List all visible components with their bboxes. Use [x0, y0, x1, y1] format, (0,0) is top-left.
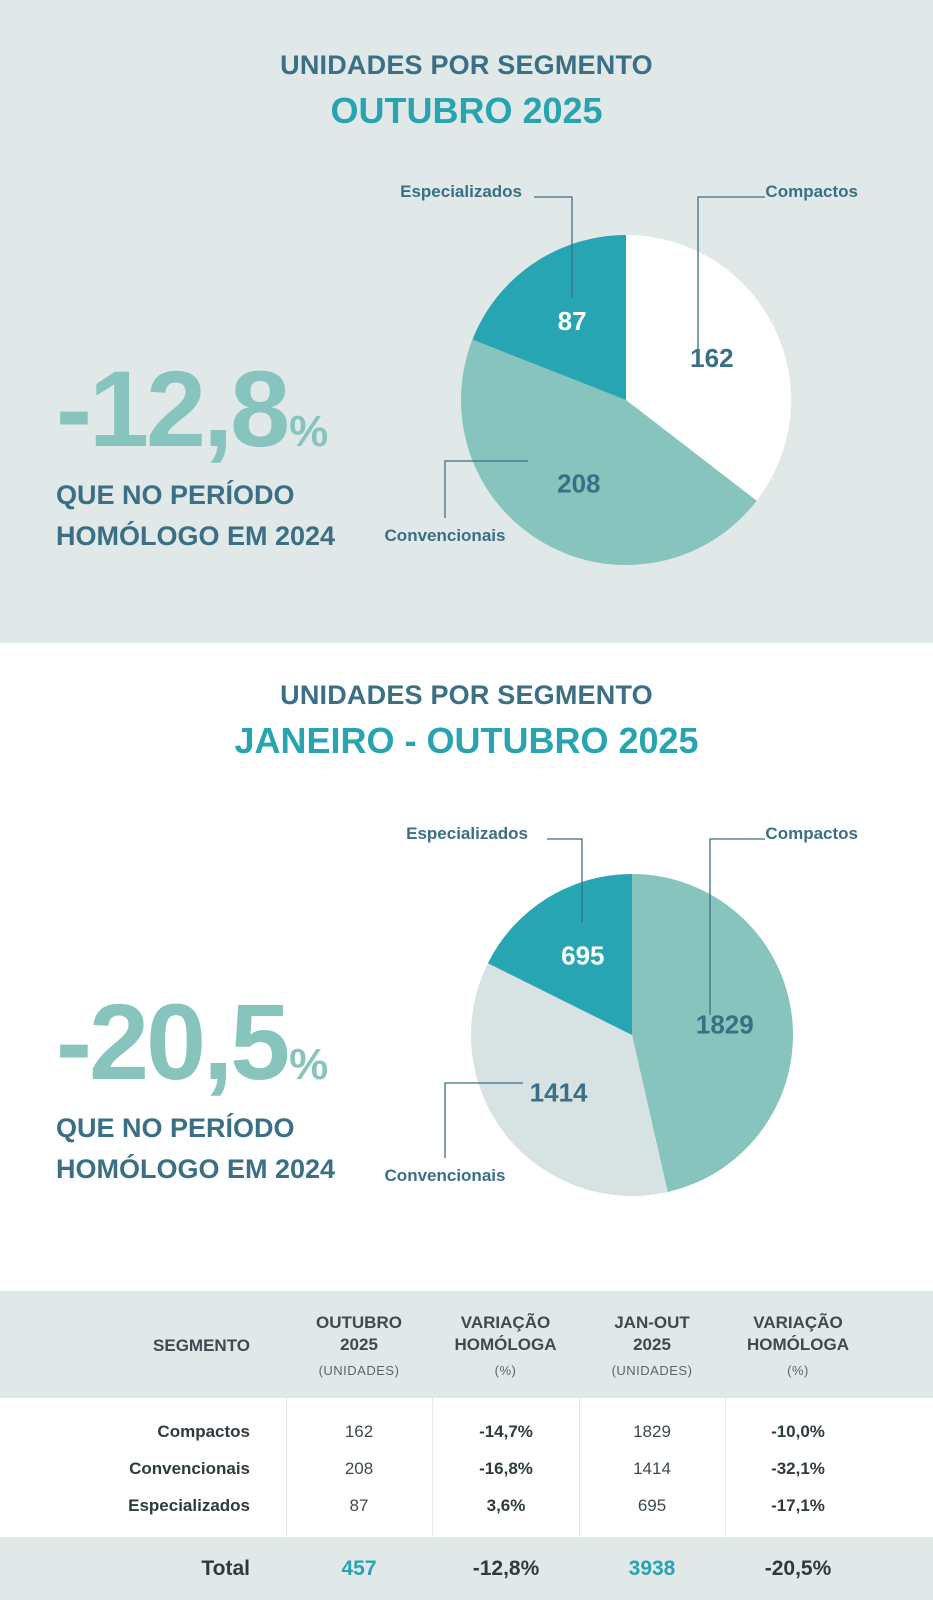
change-value: -20,5: [56, 981, 290, 1102]
data-label-compactos: 1829: [696, 1010, 754, 1040]
pie-chart-jan-oct: Compactos Convencionais Especializados 1829…: [385, 824, 858, 1196]
row-october-variation: -14,7%: [479, 1422, 533, 1441]
pie-chart-october: Compactos Convencionais Especializados 162 2…: [385, 182, 858, 565]
header-jan-oct-variation: VARIAÇÃO HOMÓLOGA (%): [725, 1312, 871, 1382]
header-line: OUTUBRO: [316, 1313, 402, 1332]
header-line: VARIAÇÃO: [460, 1313, 551, 1332]
change-percent: -20,5%: [56, 988, 328, 1096]
change-caption: QUE NO PERÍODO HOMÓLOGO EM 2024: [56, 1113, 336, 1184]
change-value: -12,8: [56, 348, 290, 469]
row-jan-oct: 1829: [633, 1422, 671, 1441]
section-jan-oct: UNIDADES POR SEGMENTO JANEIRO - OUTUBRO …: [0, 643, 933, 1291]
total-jan-oct-variation: -20,5%: [764, 1557, 832, 1580]
table-divider: [432, 1398, 433, 1537]
change-caption: QUE NO PERÍODO HOMÓLOGO EM 2024: [56, 480, 336, 551]
legend-label-especializados: Especializados: [406, 824, 528, 843]
table-body: [0, 1398, 933, 1537]
total-jan-oct: 3938: [628, 1557, 676, 1580]
data-label-especializados: 87: [558, 306, 587, 336]
pie-slice-especializados: [472, 235, 626, 400]
legend-label-compactos: Compactos: [765, 824, 858, 843]
legend-label-especializados: Especializados: [400, 182, 522, 201]
data-label-convencionais: 1414: [530, 1078, 588, 1108]
row-october-variation: 3,6%: [486, 1496, 526, 1515]
row-october: 208: [344, 1459, 374, 1478]
row-october: 162: [344, 1422, 374, 1441]
header-jan-oct: JAN-OUT 2025 (UNIDADES): [579, 1312, 725, 1382]
data-label-especializados: 695: [561, 941, 604, 971]
callout-line: [444, 460, 528, 518]
pie-slice-compactos: [626, 235, 791, 501]
header-line: 2025: [340, 1335, 378, 1354]
row-jan-oct-variation: -17,1%: [771, 1496, 825, 1515]
section-subtitle: OUTUBRO 2025: [330, 90, 603, 131]
header-unit: (%): [787, 1363, 809, 1378]
row-segment: Convencionais: [129, 1459, 250, 1478]
pie-slice-convencionais: [470, 963, 668, 1196]
row-jan-oct-variation: -32,1%: [771, 1459, 825, 1478]
header-line: 2025: [633, 1335, 671, 1354]
row-jan-oct: 1414: [633, 1459, 671, 1478]
callout-line: [709, 838, 765, 1015]
callout-line: [444, 1082, 523, 1158]
header-unit: (UNIDADES): [611, 1363, 693, 1378]
data-label-convencionais: 208: [557, 468, 600, 498]
percent-sign: %: [289, 1040, 329, 1089]
table-divider: [725, 1398, 726, 1537]
header-october-variation: VARIAÇÃO HOMÓLOGA (%): [432, 1312, 579, 1382]
row-jan-oct-variation: -10,0%: [771, 1422, 825, 1441]
header-line: HOMÓLOGA: [454, 1335, 557, 1354]
row-october: 87: [349, 1496, 369, 1515]
header-unit: (UNIDADES): [318, 1363, 400, 1378]
row-october-variation: -16,8%: [479, 1459, 533, 1478]
callout-line: [547, 838, 583, 923]
change-percent: -12,8%: [56, 355, 328, 463]
section-title: UNIDADES POR SEGMENTO: [280, 680, 653, 710]
callout-line: [534, 196, 573, 298]
header-unit: (%): [494, 1363, 517, 1378]
callout-line: [697, 196, 765, 362]
header-october: OUTUBRO 2025 (UNIDADES): [286, 1312, 432, 1382]
section-october: UNIDADES POR SEGMENTO OUTUBRO 2025 -12,8…: [0, 0, 933, 643]
total-october-variation: -12,8%: [472, 1557, 540, 1580]
row-jan-oct: 695: [637, 1496, 667, 1515]
header-line: JAN-OUT: [614, 1313, 690, 1332]
section-title: UNIDADES POR SEGMENTO: [280, 50, 653, 80]
section-subtitle: JANEIRO - OUTUBRO 2025: [234, 720, 699, 761]
pie-slice-especializados: [487, 874, 632, 1035]
table-divider: [286, 1398, 287, 1537]
pie-slice-compactos: [632, 874, 793, 1192]
total-october: 457: [341, 1557, 377, 1580]
total-label: Total: [201, 1557, 250, 1580]
header-line: VARIAÇÃO: [753, 1313, 843, 1332]
table-header: [0, 1291, 933, 1398]
header-line: HOMÓLOGA: [747, 1335, 849, 1354]
legend-label-convencionais: Convencionais: [385, 1166, 506, 1185]
data-label-compactos: 162: [690, 343, 733, 373]
percent-sign: %: [289, 407, 329, 456]
row-segment: Compactos: [157, 1422, 250, 1441]
table-total-row: [0, 1537, 933, 1600]
legend-label-convencionais: Convencionais: [385, 526, 506, 545]
row-segment: Especializados: [128, 1496, 250, 1515]
table-divider: [579, 1398, 580, 1537]
legend-label-compactos: Compactos: [765, 182, 858, 201]
header-segment: SEGMENTO: [153, 1336, 250, 1355]
pie-slice-convencionais: [461, 339, 757, 565]
